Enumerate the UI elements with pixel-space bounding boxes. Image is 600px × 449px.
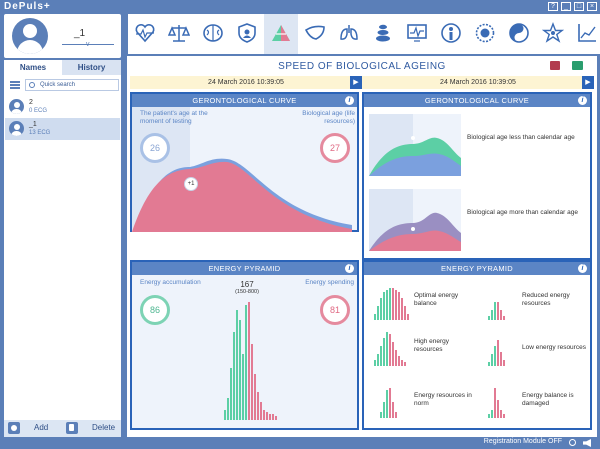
energy-pyramid-legend-panel: ENERGY PYRAMID i Optimal energy balance … bbox=[362, 260, 592, 430]
info-icon[interactable]: i bbox=[345, 96, 354, 105]
panel-header: GERONTOLOGICAL CURVE bbox=[364, 94, 590, 107]
legend-high: High energy resources bbox=[414, 338, 450, 353]
biological-age-label: Biological age (life resources) bbox=[302, 110, 355, 125]
module-toolbar bbox=[128, 14, 600, 54]
pyramid-example-norm bbox=[380, 388, 397, 418]
legend-optimal: Optimal energy balance bbox=[414, 292, 459, 307]
list-item[interactable]: _1 13 ECG bbox=[5, 118, 120, 140]
legend-reduced: Reduced energy resources bbox=[522, 292, 570, 307]
info-icon[interactable]: i bbox=[578, 96, 587, 105]
main-content: SPEED OF BIOLOGICAL AGEING ◀ 24 March 20… bbox=[127, 56, 597, 437]
legend-age-more: Biological age more than calendar age bbox=[467, 209, 578, 216]
yin-yang-icon[interactable] bbox=[502, 14, 537, 54]
tab-history[interactable]: History bbox=[62, 60, 121, 75]
profile-card[interactable]: _1 v bbox=[4, 14, 121, 58]
page-title: SPEED OF BIOLOGICAL AGEING bbox=[278, 61, 446, 72]
stones-icon[interactable] bbox=[366, 14, 401, 54]
add-button[interactable]: Add bbox=[34, 423, 49, 432]
profile-name: _1 bbox=[74, 28, 86, 39]
gear-icon[interactable] bbox=[569, 439, 576, 446]
energy-spending-ring: 81 bbox=[320, 295, 350, 325]
chevron-down-icon[interactable]: v bbox=[86, 41, 90, 48]
legend-norm: Energy resources in norm bbox=[414, 392, 472, 407]
person-icon[interactable] bbox=[434, 14, 469, 54]
gerontological-curve-panel: GERONTOLOGICAL CURVE i The patient's age… bbox=[130, 92, 359, 232]
energy-spending-label: Energy spending bbox=[305, 279, 354, 286]
trash-icon[interactable] bbox=[66, 422, 78, 434]
lungs-icon[interactable] bbox=[332, 14, 367, 54]
info-icon[interactable]: i bbox=[345, 264, 354, 273]
next-left-button[interactable]: ▶ bbox=[350, 76, 362, 89]
sun-icon[interactable] bbox=[468, 14, 503, 54]
avatar bbox=[12, 18, 48, 54]
maximize-window-icon[interactable]: □ bbox=[574, 2, 584, 11]
printer-icon[interactable] bbox=[550, 61, 560, 70]
app-logo: DePuls+ bbox=[4, 1, 51, 12]
liver-icon[interactable] bbox=[298, 14, 333, 54]
pyramid-example-reduced bbox=[488, 302, 505, 320]
add-user-icon[interactable] bbox=[8, 422, 20, 434]
pyramid-example-high bbox=[374, 332, 406, 366]
list-item[interactable]: 2 0 ECG bbox=[5, 96, 120, 118]
title-bar: DePuls+ ? _ □ × bbox=[0, 0, 600, 14]
panel-header: ENERGY PYRAMID bbox=[364, 262, 590, 275]
search-input[interactable]: Quick search bbox=[25, 79, 119, 91]
registration-status: Registration Module OFF bbox=[483, 438, 562, 445]
biological-age-ring: 27 bbox=[320, 133, 350, 163]
patient-ecg-count: 0 ECG bbox=[29, 108, 48, 114]
gerontological-curve-legend-panel: GERONTOLOGICAL CURVE i Biological age le… bbox=[362, 92, 592, 260]
patient-name: _1 bbox=[29, 121, 37, 128]
profile-divider bbox=[62, 44, 114, 45]
close-window-icon[interactable]: × bbox=[587, 2, 597, 11]
legend-age-less: Biological age less than calendar age bbox=[467, 134, 575, 141]
patient-avatar bbox=[9, 121, 24, 136]
list-view-icon[interactable] bbox=[10, 81, 20, 90]
info-icon[interactable]: i bbox=[578, 264, 587, 273]
date-left: 24 March 2016 10:39:05 bbox=[130, 76, 362, 89]
curve-example-less bbox=[369, 114, 461, 176]
energy-pyramid-histogram bbox=[224, 302, 277, 420]
brain-icon[interactable] bbox=[196, 14, 231, 54]
pyramid-example-damaged bbox=[488, 388, 505, 418]
status-bar: Registration Module OFF bbox=[128, 437, 600, 449]
energy-accumulation-label: Energy accumulation bbox=[140, 279, 201, 286]
pyramid-icon[interactable] bbox=[264, 14, 299, 54]
monitor-icon[interactable] bbox=[400, 14, 435, 54]
book-icon[interactable] bbox=[572, 61, 583, 70]
shield-icon[interactable] bbox=[230, 14, 265, 54]
legend-damaged: Energy balance is damaged bbox=[522, 392, 574, 407]
minimize-window-icon[interactable]: _ bbox=[561, 2, 571, 11]
next-right-button[interactable]: ▶ bbox=[582, 76, 594, 89]
energy-total-value: 167 bbox=[240, 280, 254, 289]
patient-panel: Names History Quick search 2 0 ECG _1 13… bbox=[4, 60, 121, 437]
patient-age-label: The patient's age at the moment of testi… bbox=[140, 110, 208, 125]
patient-name: 2 bbox=[29, 99, 33, 106]
panel-header: ENERGY PYRAMID bbox=[132, 262, 357, 275]
help-window-icon[interactable]: ? bbox=[548, 2, 558, 11]
curve-example-more bbox=[369, 189, 461, 251]
energy-total-range: (150-800) bbox=[235, 289, 259, 295]
energy-pyramid-panel: ENERGY PYRAMID i Energy accumulation Ene… bbox=[130, 260, 359, 430]
chart-icon[interactable] bbox=[570, 14, 600, 54]
scales-icon[interactable] bbox=[162, 14, 197, 54]
legend-low: Low energy resources bbox=[522, 344, 586, 351]
panel-header: GERONTOLOGICAL CURVE bbox=[132, 94, 357, 107]
tab-names[interactable]: Names bbox=[4, 60, 62, 75]
search-icon bbox=[29, 82, 35, 88]
patient-ecg-count: 13 ECG bbox=[29, 130, 51, 136]
delete-button[interactable]: Delete bbox=[92, 423, 116, 432]
energy-accumulation-ring: 86 bbox=[140, 295, 170, 325]
pyramid-example-low bbox=[488, 340, 505, 366]
patient-age-ring: 26 bbox=[140, 133, 170, 163]
heart-pulse-icon[interactable] bbox=[128, 14, 163, 54]
pyramid-example-optimal bbox=[374, 288, 409, 320]
patient-actions-bar: Add Delete bbox=[4, 420, 121, 437]
date-right: 24 March 2016 10:39:05 bbox=[362, 76, 594, 89]
patient-avatar bbox=[9, 99, 24, 114]
speaker-icon[interactable] bbox=[583, 439, 591, 447]
age-difference-badge: +1 bbox=[184, 177, 198, 191]
search-placeholder: Quick search bbox=[40, 82, 76, 88]
star-icon[interactable] bbox=[536, 14, 571, 54]
